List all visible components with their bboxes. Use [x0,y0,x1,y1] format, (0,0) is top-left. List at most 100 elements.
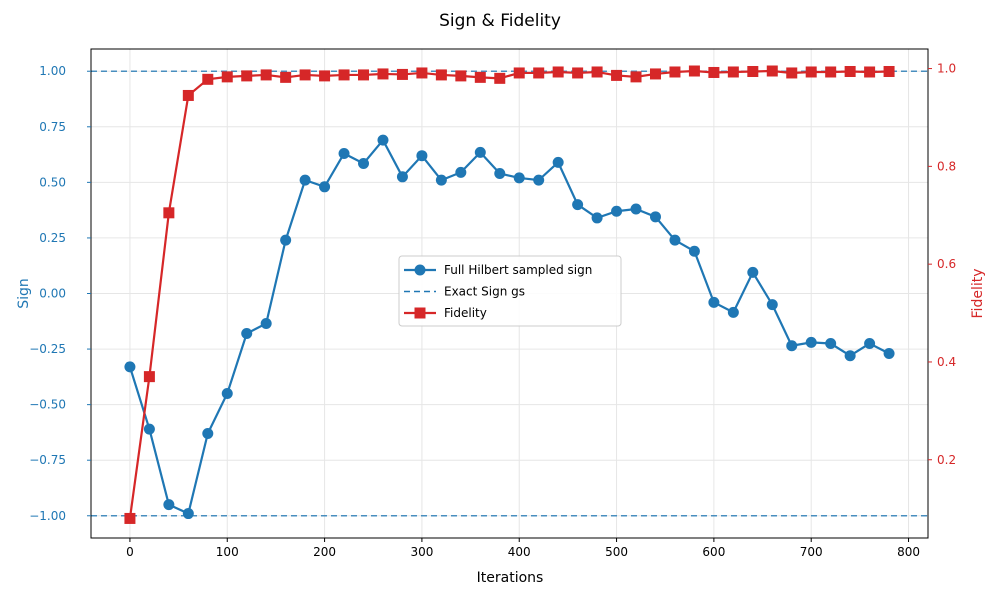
data-point [825,338,837,350]
data-point [163,499,175,511]
data-point [358,69,370,81]
y-left-tick-label: 0.00 [39,287,66,301]
legend-label: Full Hilbert sampled sign [444,263,592,277]
data-point [435,69,447,81]
data-point [143,423,155,435]
data-point [260,69,272,81]
data-point [844,350,856,362]
data-point [786,340,798,352]
data-point [280,234,292,246]
x-tick-label: 300 [410,545,433,559]
x-tick-label: 200 [313,545,336,559]
x-tick-label: 100 [216,545,239,559]
x-tick-label: 600 [702,545,725,559]
data-point [805,336,817,348]
data-point [844,65,856,77]
data-point [669,66,681,78]
data-point [552,66,564,78]
data-point [416,67,428,79]
x-tick-label: 500 [605,545,628,559]
legend-label: Fidelity [444,306,487,320]
y-right-tick-label: 0.8 [937,159,956,173]
data-point [630,203,642,215]
data-point [766,65,778,77]
x-axis-title: Iterations [477,570,544,586]
y-left-tick-label: 1.00 [39,64,66,78]
data-point [202,73,214,85]
x-tick-label: 800 [897,545,920,559]
data-point [630,71,642,83]
data-point [319,70,331,82]
data-point [474,146,486,158]
x-tick-label: 400 [508,545,531,559]
legend: Full Hilbert sampled sign Exact Sign gs Fi… [398,255,622,327]
y-right-tick-label: 0.6 [937,257,956,271]
data-point [533,67,545,79]
x-tick-label: 700 [800,545,823,559]
data-point [338,69,350,81]
data-point [747,266,759,278]
data-point [221,71,233,83]
y-right-tick-label: 0.4 [937,355,956,369]
data-point [864,338,876,350]
y-right-axis-title: Fidelity [970,269,986,319]
data-point [143,371,155,383]
data-point [494,72,506,84]
data-point [260,318,272,330]
data-point [299,69,311,81]
data-point [455,70,467,82]
y-left-axis: −1.00 −0.75 −0.50 −0.25 0.00 0.25 0.50 0.75 1.00 [29,64,91,523]
data-point [572,199,584,211]
y-left-tick-label: −0.75 [29,453,66,467]
data-point [221,388,233,400]
data-point [182,508,194,520]
legend-label: Exact Sign gs [444,285,525,299]
data-point [377,134,389,146]
data-point [396,68,408,80]
data-point [727,306,739,318]
data-point [649,68,661,80]
data-point [377,68,389,80]
y-left-tick-label: −1.00 [29,509,66,523]
data-point [591,212,603,224]
data-point [241,70,253,82]
data-point [611,69,623,81]
y-left-tick-label: −0.25 [29,342,66,356]
data-point [669,234,681,246]
data-point [338,147,350,159]
data-point [299,174,311,186]
data-point [805,66,817,78]
data-point [727,66,739,78]
series [124,65,895,524]
data-point [455,166,467,178]
data-point [494,167,506,179]
y-right-tick-label: 0.2 [937,453,956,467]
data-point [572,67,584,79]
data-point [513,172,525,184]
data-point [825,66,837,78]
data-point [396,171,408,183]
data-point [766,299,778,311]
data-point [435,174,447,186]
y-right-tick-label: 1.0 [937,62,956,76]
data-point [786,67,798,79]
y-left-tick-label: 0.75 [39,120,66,134]
chart-title: Sign & Fidelity [439,11,561,31]
data-point [474,71,486,83]
data-point [533,174,545,186]
y-right-axis: 0.2 0.4 0.6 0.8 1.0 [928,62,956,467]
data-point [241,328,253,340]
data-point [688,65,700,77]
y-left-axis-title: Sign [16,278,32,309]
data-point [319,181,331,193]
legend-box [398,255,622,327]
y-left-tick-label: 0.50 [39,175,66,189]
data-point [280,71,292,83]
data-point [163,207,175,219]
data-point [358,157,370,169]
data-point [649,211,661,223]
data-point [416,150,428,162]
data-point [552,156,564,168]
data-point [747,65,759,77]
x-axis: 0 100 200 300 400 500 600 700 800 [126,538,920,559]
